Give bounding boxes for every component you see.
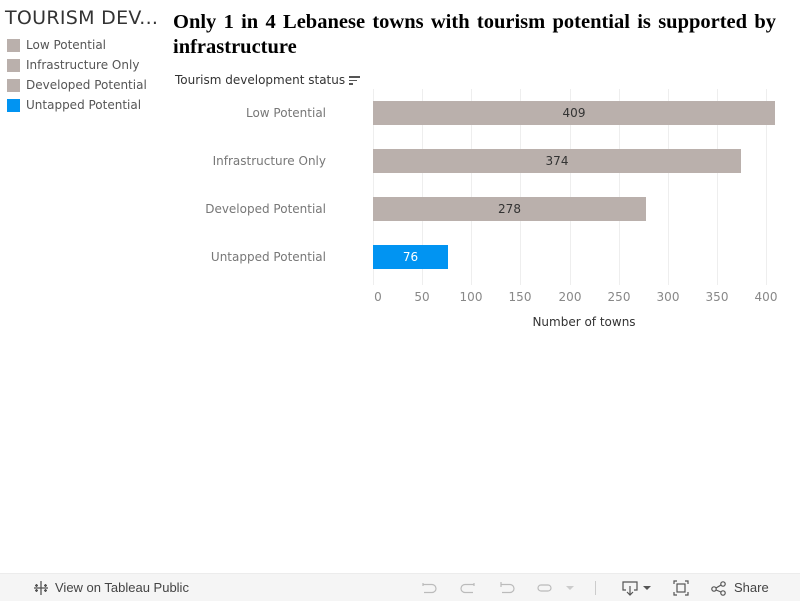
revert-button[interactable] [498, 580, 516, 596]
x-tick: 0 [374, 290, 382, 304]
legend-label: Low Potential [26, 38, 107, 52]
gridline [471, 89, 472, 285]
bar-untapped-potential[interactable]: 76 [373, 245, 448, 269]
x-tick: 400 [754, 290, 778, 304]
gridline [570, 89, 571, 285]
bar-value: 409 [562, 106, 586, 120]
sort-icon[interactable] [349, 75, 361, 85]
legend-item-untapped-potential[interactable]: Untapped Potential [7, 95, 147, 115]
row-label: Developed Potential [205, 202, 326, 216]
share-label: Share [734, 580, 769, 595]
chevron-down-icon [643, 585, 651, 590]
bar-low-potential[interactable]: 409 [373, 101, 775, 125]
legend-item-low-potential[interactable]: Low Potential [7, 35, 147, 55]
bar-value: 278 [498, 202, 521, 216]
legend-item-developed-potential[interactable]: Developed Potential [7, 75, 147, 95]
legend-swatch [7, 58, 20, 72]
chart-title: Only 1 in 4 Lebanese towns with tourism … [173, 11, 776, 58]
legend-swatch [7, 78, 20, 92]
gridline [422, 89, 423, 285]
bar-value: 76 [402, 250, 419, 264]
refresh-button[interactable] [536, 580, 554, 596]
undo-icon [422, 582, 437, 593]
view-on-tableau-public-link[interactable]: View on Tableau Public [33, 580, 189, 596]
refresh-icon [537, 583, 552, 592]
chevron-down-icon [566, 585, 574, 590]
x-tick: 150 [508, 290, 532, 304]
view-on-tableau-public-label: View on Tableau Public [55, 580, 189, 595]
x-tick: 350 [705, 290, 729, 304]
undo-button[interactable] [420, 580, 438, 596]
toolbar-divider [595, 580, 596, 595]
row-label: Untapped Potential [210, 250, 326, 264]
tableau-toolbar: View on Tableau Public Share [0, 573, 800, 601]
gridline [668, 89, 669, 285]
legend-swatch [7, 38, 20, 52]
x-tick: 250 [607, 290, 631, 304]
gridline [717, 89, 718, 285]
gridline [520, 89, 521, 285]
x-tick: 100 [459, 290, 483, 304]
fullscreen-button[interactable] [672, 579, 690, 597]
bar-value: 374 [545, 154, 569, 168]
redo-icon [460, 582, 475, 593]
legend-item-infrastructure-only[interactable]: Infrastructure Only [7, 55, 147, 75]
download-icon [622, 580, 638, 596]
legend: Low Potential Infrastructure Only Develo… [7, 35, 147, 115]
gridline [766, 89, 767, 285]
legend-label: Infrastructure Only [26, 58, 140, 72]
redo-button[interactable] [459, 580, 477, 596]
refresh-dropdown[interactable] [565, 584, 575, 592]
legend-label: Untapped Potential [26, 98, 142, 112]
row-label: Low Potential [245, 106, 326, 120]
fullscreen-icon [673, 579, 689, 596]
legend-swatch [7, 98, 20, 112]
x-tick: 300 [656, 290, 680, 304]
tableau-logo-icon [34, 580, 48, 595]
gridline [619, 89, 620, 285]
gridline [373, 89, 374, 285]
x-tick: 50 [414, 290, 430, 304]
legend-label: Developed Potential [26, 78, 147, 92]
share-button[interactable]: Share [710, 580, 769, 596]
legend-title: TOURISM DEV... [5, 7, 159, 29]
row-label: Infrastructure Only [212, 154, 326, 168]
download-button[interactable] [621, 580, 652, 596]
share-icon [711, 580, 726, 596]
bar-infrastructure-only[interactable]: 374 [373, 149, 741, 173]
revert-icon [500, 581, 515, 593]
x-axis-title: Number of towns [532, 315, 636, 329]
x-tick: 200 [558, 290, 582, 304]
axis-header: Tourism development status [175, 73, 361, 87]
axis-header-label: Tourism development status [175, 73, 346, 87]
bar-developed-potential[interactable]: 278 [373, 197, 646, 221]
